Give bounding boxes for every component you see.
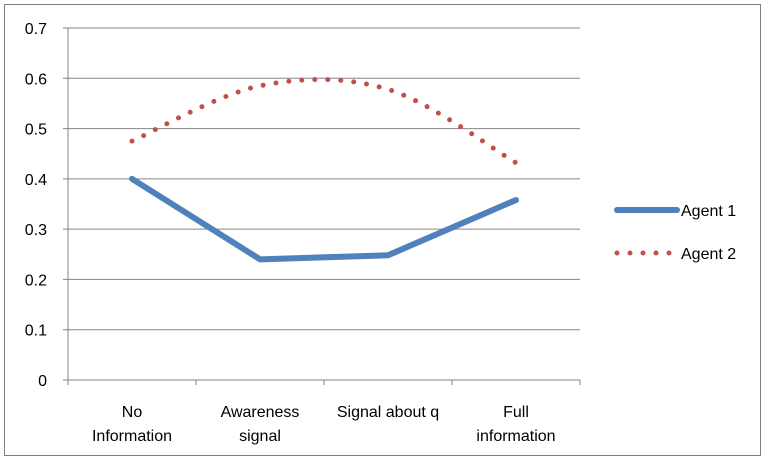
x-tick-label: No [122, 404, 143, 421]
series-line-agent-1 [129, 175, 519, 263]
grid-lines [68, 27, 580, 331]
chart-frame [4, 4, 761, 456]
x-tick-label: Full [503, 404, 529, 421]
x-tick-label: signal [239, 428, 281, 445]
series-line-agent-2 [129, 77, 519, 166]
legend-label: Agent 1 [681, 203, 736, 220]
y-tick-label: 0.5 [25, 122, 47, 139]
x-tick-labels: No Information Awareness signal Signal about… [92, 404, 556, 445]
y-tick-label: 0.6 [25, 71, 47, 88]
y-tick-label: 0.7 [25, 21, 47, 38]
legend-label: Agent 2 [681, 246, 736, 263]
y-tick-labels: 0 0.1 0.2 0.3 0.4 0.5 0.6 0.7 [25, 21, 47, 390]
y-tick-label: 0.2 [25, 272, 47, 289]
y-tick-label: 0.4 [25, 172, 47, 189]
y-tick-label: 0 [38, 373, 47, 390]
x-tick-label: Awareness [221, 404, 300, 421]
x-tick-label: Signal about q [337, 404, 439, 421]
series-lines [129, 77, 519, 263]
x-tick-label: information [476, 428, 555, 445]
axes [63, 27, 581, 385]
y-tick-label: 0.3 [25, 222, 47, 239]
x-tick-label: Information [92, 428, 172, 445]
legend: Agent 1 Agent 2 [614, 203, 736, 263]
y-tick-label: 0.1 [25, 323, 47, 340]
